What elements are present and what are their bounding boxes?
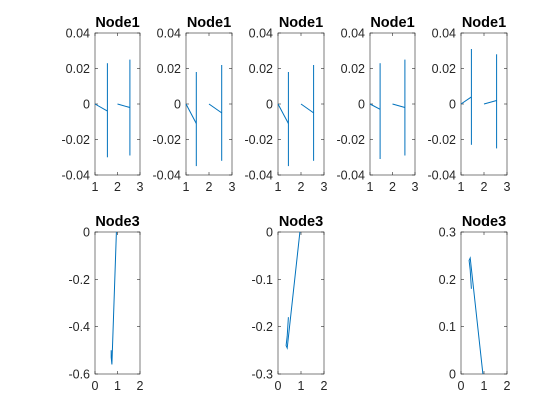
- x-tick-label: 3: [321, 180, 328, 194]
- plot-title: Node1: [95, 15, 139, 31]
- y-tick-label: 0: [449, 368, 456, 382]
- plot-title: Node3: [279, 214, 323, 230]
- y-tick-label: -0.4: [68, 320, 90, 334]
- y-tick-label: 0.04: [432, 27, 456, 41]
- series-line: [208, 103, 222, 114]
- x-tick-label: 2: [137, 379, 144, 393]
- y-tick-label: -0.02: [428, 133, 457, 147]
- y-tick-label: 0: [83, 98, 90, 112]
- subplot-1: Node1 1 2 3 0.04 0.02 0 -0.02 -0.04: [62, 15, 144, 194]
- axes-box: [460, 231, 508, 375]
- x-tick-label: 0: [458, 379, 465, 393]
- x-tick-label: 1: [458, 180, 465, 194]
- x-tick-label: 2: [298, 180, 305, 194]
- y-tick-label: -0.1: [251, 273, 273, 287]
- series-line: [110, 231, 117, 365]
- series-line: [94, 103, 108, 112]
- x-tick-label: 3: [504, 180, 511, 194]
- x-tick-label: 2: [389, 180, 396, 194]
- y-tick-label: -0.2: [68, 273, 90, 287]
- y-tick-label: -0.2: [251, 320, 273, 334]
- series-line: [285, 231, 301, 350]
- x-tick-label: 3: [412, 180, 419, 194]
- y-tick-label: 0.04: [66, 27, 90, 41]
- series-line: [468, 256, 484, 375]
- y-tick-label: -0.3: [251, 368, 273, 382]
- axes-box: [277, 231, 325, 375]
- subplot-2: Node1 1 2 3 0.04 0.02 0 -0.02 -0.04: [153, 15, 236, 194]
- subplot-7: Node3 0 1 2 0 -0.1 -0.2 -0.3: [251, 214, 327, 393]
- y-tick-label: 0: [358, 98, 365, 112]
- x-tick-label: 1: [92, 180, 99, 194]
- y-tick-label: -0.04: [428, 169, 457, 183]
- y-tick-label: 0.02: [432, 62, 456, 76]
- y-tick-label: -0.04: [153, 169, 182, 183]
- y-tick-label: -0.04: [62, 169, 91, 183]
- subplot-5: Node1 1 2 3 0.04 0.02 0 -0.02 -0.04: [428, 15, 511, 194]
- series-line: [392, 103, 406, 108]
- x-tick-label: 1: [481, 379, 488, 393]
- y-tick-label: 0: [174, 98, 181, 112]
- series-line: [483, 100, 497, 105]
- y-tick-label: 0: [83, 226, 90, 240]
- axes-box: [94, 231, 141, 375]
- y-tick-label: 0.1: [439, 320, 456, 334]
- series-line: [185, 103, 197, 124]
- y-tick-label: 0.04: [249, 27, 273, 41]
- x-tick-label: 1: [367, 180, 374, 194]
- x-tick-label: 2: [504, 379, 511, 393]
- series-line: [277, 103, 289, 124]
- x-tick-label: 0: [92, 379, 99, 393]
- subplot-3: Node1 1 2 3 0.04 0.02 0 -0.02 -0.04: [245, 15, 328, 194]
- plot-title: Node1: [279, 15, 323, 31]
- subplot-8: Node3 0 1 2 0.3 0.2 0.1 0: [439, 214, 511, 393]
- y-tick-label: -0.02: [245, 133, 274, 147]
- y-tick-label: -0.04: [245, 169, 274, 183]
- x-tick-label: 2: [321, 379, 328, 393]
- x-tick-label: 2: [481, 180, 488, 194]
- y-tick-label: -0.02: [153, 133, 182, 147]
- plot-title: Node1: [187, 15, 231, 31]
- x-tick-label: 1: [298, 379, 305, 393]
- subplot-6: Node3 0 1 2 0 -0.2 -0.4 -0.6: [68, 214, 143, 393]
- x-tick-label: 1: [183, 180, 190, 194]
- x-tick-label: 3: [137, 180, 144, 194]
- x-tick-label: 3: [229, 180, 236, 194]
- y-tick-label: 0: [266, 98, 273, 112]
- y-tick-label: 0.02: [341, 62, 365, 76]
- y-tick-label: 0: [266, 226, 273, 240]
- plot-title: Node3: [95, 214, 139, 230]
- plot-title: Node3: [462, 214, 506, 230]
- y-tick-label: 0.04: [341, 27, 365, 41]
- y-tick-label: 0.02: [66, 62, 90, 76]
- x-tick-label: 1: [275, 180, 282, 194]
- y-tick-label: 0.04: [157, 27, 181, 41]
- series-line: [117, 103, 131, 108]
- y-tick-label: 0.02: [157, 62, 181, 76]
- x-tick-label: 2: [206, 180, 213, 194]
- y-tick-label: 0.2: [439, 273, 456, 287]
- series-line: [300, 103, 314, 114]
- y-tick-label: 0.02: [249, 62, 273, 76]
- series-line: [369, 103, 381, 110]
- x-tick-label: 2: [114, 180, 121, 194]
- plot-title: Node1: [370, 15, 414, 31]
- plot-title: Node1: [462, 15, 506, 31]
- series-line: [460, 96, 472, 105]
- y-tick-label: -0.02: [62, 133, 91, 147]
- x-tick-label: 1: [114, 379, 121, 393]
- y-tick-label: 0.3: [439, 226, 456, 240]
- x-tick-label: 0: [275, 379, 282, 393]
- y-tick-label: -0.04: [337, 169, 366, 183]
- y-tick-label: -0.6: [68, 368, 90, 382]
- y-tick-label: 0: [449, 98, 456, 112]
- y-tick-label: -0.02: [337, 133, 366, 147]
- subplot-4: Node1 1 2 3 0.04 0.02 0 -0.02 -0.04: [337, 15, 419, 194]
